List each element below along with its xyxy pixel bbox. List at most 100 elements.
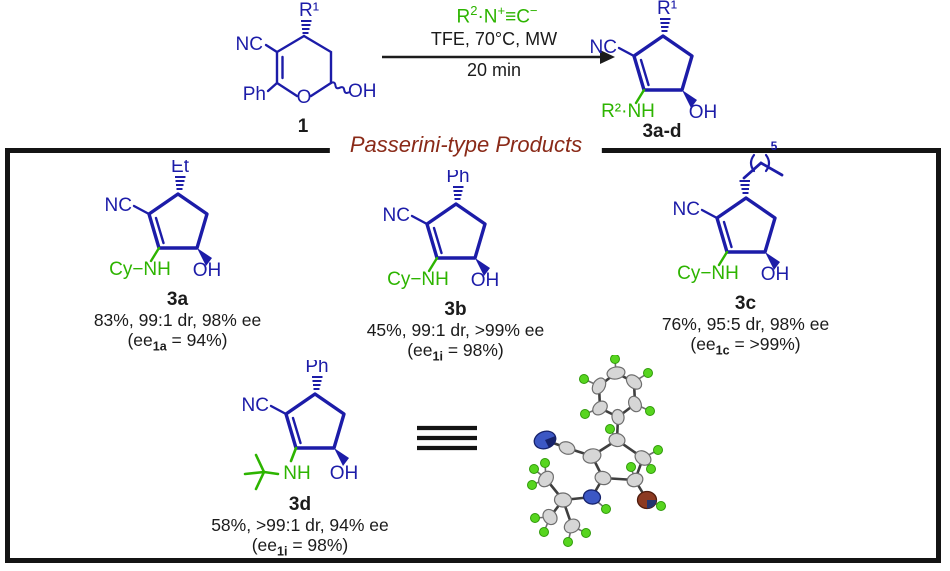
compound-3c: 5 NC Cy−NH OH 3c 76%, 95:5 dr, 98% ee (e… — [623, 132, 868, 361]
structure-3b: NC Ph Cy−NH OH — [382, 170, 499, 291]
chain-paren-left — [749, 153, 755, 173]
bold-wedge-oh — [474, 258, 490, 276]
reagent-text-n: ·N — [477, 6, 498, 28]
compound-label: 3c — [734, 293, 757, 314]
identity-sign-icon — [417, 425, 477, 451]
bold-wedge-oh — [196, 248, 212, 266]
amine-bond — [634, 88, 646, 105]
hash-wedge — [452, 186, 463, 200]
bold-wedge-oh — [764, 252, 780, 270]
structure-3a: NC Et Cy−NH OH — [104, 160, 221, 281]
ortep-nitrogen-atoms — [533, 430, 602, 505]
hash-wedge-r1 — [301, 20, 312, 34]
reactant-number-label: 1 — [297, 116, 309, 137]
reagent-isocyanide: R2·N+≡C− — [397, 1, 597, 27]
compound-3b: NC Ph Cy−NH OH 3b 45%, 99:1 dr, >99% ee … — [333, 170, 578, 367]
yield-line: 58%, >99:1 dr, 94% ee — [211, 515, 389, 535]
hash-wedge — [174, 176, 185, 190]
tert-butyl-group — [243, 446, 298, 491]
substituent-label: Et — [171, 160, 190, 177]
nc-bond — [269, 404, 288, 416]
nc-bond — [410, 214, 428, 226]
amine-label: Cy−NH — [387, 269, 449, 290]
reaction-arrow-icon — [382, 50, 615, 64]
conditions-line-1: TFE, 70°C, MW — [430, 29, 558, 49]
hash-wedge-r1 — [660, 18, 671, 32]
bold-wedge-oh — [682, 90, 697, 108]
ee-line: (ee1a = 94%) — [127, 330, 228, 354]
conditions-line-2: 20 min — [466, 60, 522, 80]
amine-label: NH — [283, 463, 310, 484]
product-number-label: 3a-d — [642, 121, 682, 142]
ee-line: (ee1i = 98%) — [251, 535, 349, 559]
reagent-sup-2: 2 — [470, 3, 478, 18]
ring-oxygen-label: O — [297, 87, 312, 108]
double-bond — [291, 416, 302, 445]
reagent-triple-bond-c: ≡C — [505, 6, 530, 28]
ee-line: (ee1c = >99%) — [690, 334, 801, 358]
amine-label: Cy−NH — [677, 263, 739, 284]
bold-wedge-oh — [334, 448, 349, 466]
amine-bond — [149, 246, 160, 263]
ortep-oxygen-atom — [636, 490, 658, 510]
hydroxyl-label: OH — [689, 102, 718, 123]
hydroxyl-label: OH — [192, 260, 221, 281]
r1-label: R¹ — [657, 0, 677, 19]
nc-bond — [264, 43, 279, 54]
nc-bond — [617, 46, 636, 58]
xray-structure — [527, 355, 666, 547]
double-bond — [432, 226, 443, 255]
double-bond — [154, 216, 165, 245]
nitrile-label: NC — [590, 37, 617, 58]
double-bond — [639, 58, 650, 87]
hydroxyl-label: OH — [760, 264, 789, 285]
alkyl-chain — [742, 153, 783, 180]
double-bond — [722, 220, 733, 249]
nc-bond — [700, 208, 718, 220]
nitrile-label: NC — [236, 34, 263, 55]
ortep-carbon-ellipsoids — [538, 366, 652, 534]
hash-wedge — [312, 376, 323, 390]
compound-label: 3b — [444, 299, 467, 320]
hash-wedge — [739, 180, 750, 194]
nitrile-label: NC — [672, 199, 699, 220]
chain-paren-right — [764, 153, 770, 173]
ee-line: (ee1i = 98%) — [407, 340, 504, 364]
ortep-hydrogen-atoms — [527, 355, 666, 547]
yield-line: 45%, 99:1 dr, >99% ee — [366, 320, 545, 340]
yield-line: 76%, 95:5 dr, 98% ee — [661, 314, 830, 334]
box-title: Passerini-type Products — [329, 132, 603, 158]
structure-3d: NC Ph NH OH — [242, 360, 359, 491]
reactant-structure-1: NC Ph O OH R¹ — [236, 0, 377, 108]
nitrile-label: NC — [382, 205, 409, 226]
phenyl-label: Ph — [243, 84, 266, 105]
chain-repeat-superscript: 5 — [770, 139, 777, 153]
nc-bond — [132, 204, 150, 216]
amine-bond — [427, 256, 438, 273]
compound-3d: NC Ph NH OH 3d 58%, >99:1 dr, 94% ee (ee… — [175, 360, 425, 562]
compound-label: 3d — [288, 494, 312, 515]
compound-label: 3a — [166, 289, 189, 310]
nitrile-label: NC — [104, 195, 131, 216]
hydroxyl-label: OH — [470, 270, 499, 291]
amine-bond — [289, 446, 298, 463]
amine-bond — [717, 250, 728, 267]
reagent-plus-charge: + — [497, 3, 506, 18]
amine-label: Cy−NH — [109, 259, 171, 280]
substituent-label: Ph — [305, 360, 328, 377]
cyclopentene-ring-bonds — [617, 34, 694, 92]
r1-label: R¹ — [299, 0, 319, 21]
amine-label: R²·NH — [601, 101, 655, 122]
substituent-label: Ph — [446, 170, 469, 187]
yield-line: 83%, 99:1 dr, 98% ee — [93, 310, 262, 330]
hydroxyl-label: OH — [330, 463, 359, 484]
pyran-ring-bonds — [264, 34, 350, 98]
product-structure-3ad: NC R¹ R²·NH OH — [590, 0, 718, 123]
wavy-bond — [330, 81, 350, 94]
nitrile-label: NC — [242, 395, 269, 416]
reagent-minus-charge: − — [529, 3, 538, 18]
compound-3a: NC Et Cy−NH OH 3a 83%, 99:1 dr, 98% ee (… — [55, 160, 300, 357]
hydroxyl-label: OH — [348, 81, 377, 102]
reagent-text: R — [456, 6, 471, 28]
